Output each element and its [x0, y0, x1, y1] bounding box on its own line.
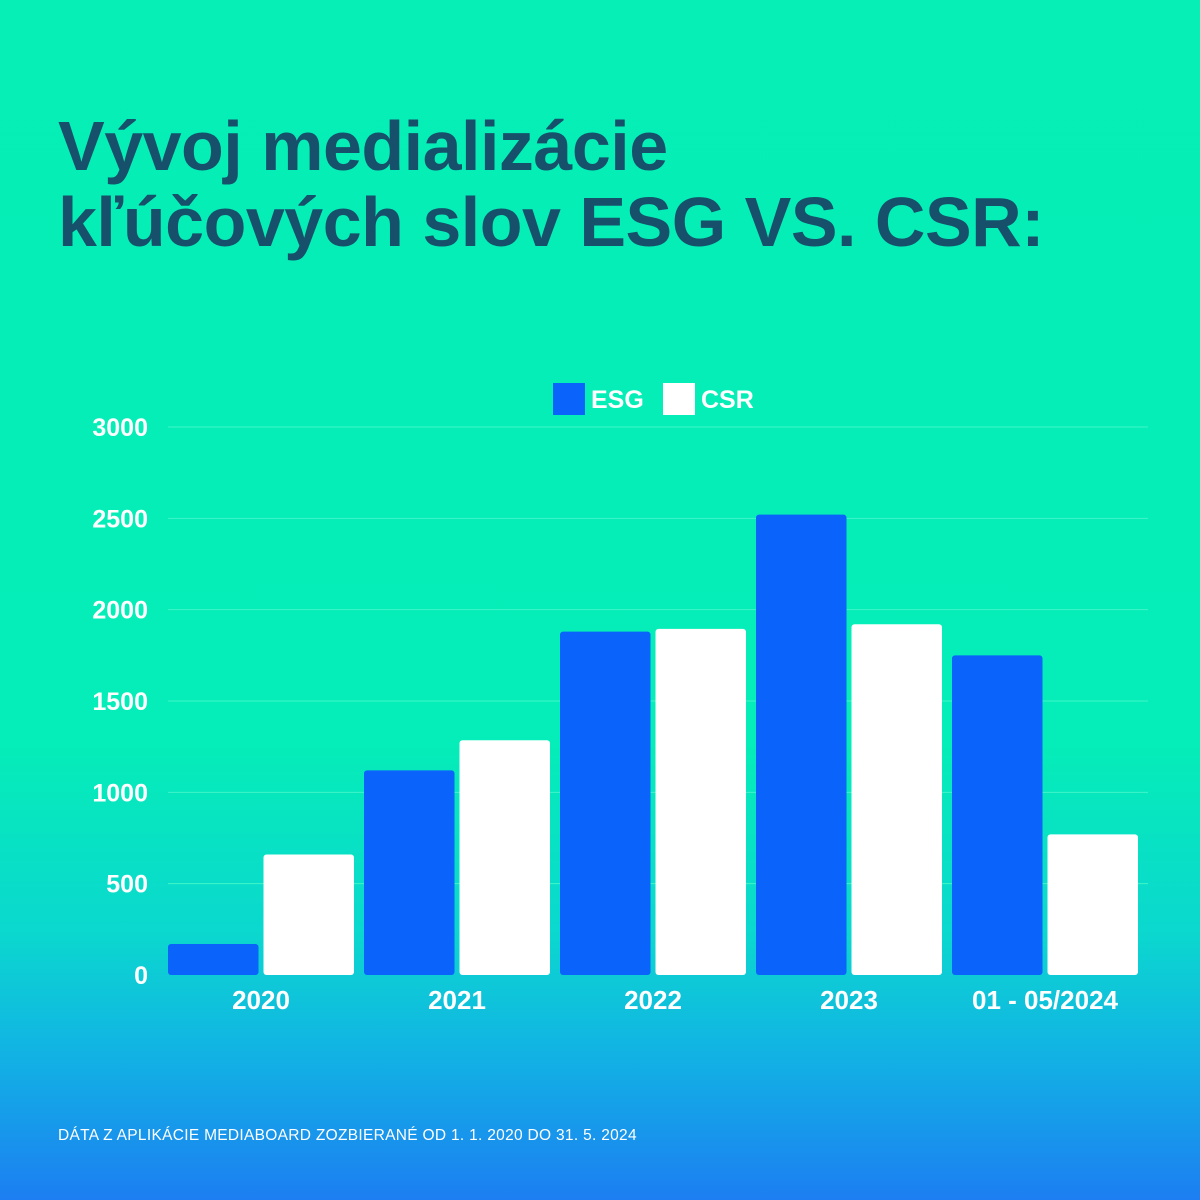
y-axis-ticks: 0 500 1000 1500 2000 2500 3000 [92, 414, 148, 990]
x-axis-labels: 2020 2021 2022 2023 01 - 05/2024 [232, 985, 1118, 1015]
bar-esg-3 [756, 514, 847, 975]
legend-swatch-esg [553, 383, 585, 415]
bar-csr-4 [1047, 834, 1138, 975]
bar-csr-3 [851, 624, 942, 975]
x-tick-label-0: 2020 [232, 985, 290, 1015]
bar-esg-0 [168, 943, 259, 975]
chart-title-line-2: kľúčových slov ESG VS. CSR: [58, 183, 1045, 261]
x-tick-label-4: 01 - 05/2024 [972, 985, 1119, 1015]
bar-esg-1 [364, 770, 455, 975]
y-tick-label-1000: 1000 [92, 779, 148, 807]
x-tick-label-3: 2023 [820, 985, 878, 1015]
y-tick-label-500: 500 [106, 871, 148, 899]
source-footnote: DÁTA Z APLIKÁCIE MEDIABOARD ZOZBIERANÉ O… [58, 1127, 637, 1144]
y-tick-label-0: 0 [134, 962, 148, 990]
bar-esg-2 [560, 631, 651, 975]
chart-title-line-1: Vývoj medializácie [58, 107, 668, 185]
legend-label-esg: ESG [591, 386, 644, 414]
bar-esg-4 [952, 655, 1043, 975]
x-tick-label-2: 2022 [624, 985, 682, 1015]
bar-csr-0 [263, 854, 354, 975]
bar-csr-2 [655, 628, 746, 975]
legend: ESG CSR [553, 383, 754, 415]
y-tick-label-1500: 1500 [92, 688, 148, 716]
y-tick-label-2500: 2500 [92, 505, 148, 533]
legend-swatch-csr [663, 383, 695, 415]
y-tick-label-2000: 2000 [92, 597, 148, 625]
chart-title: Vývoj medializácie kľúčových slov ESG VS… [58, 108, 1158, 260]
legend-label-csr: CSR [701, 386, 754, 414]
bar-csr-1 [459, 740, 550, 975]
x-tick-label-1: 2021 [428, 985, 486, 1015]
y-tick-label-3000: 3000 [92, 414, 148, 442]
bars [168, 514, 1138, 975]
